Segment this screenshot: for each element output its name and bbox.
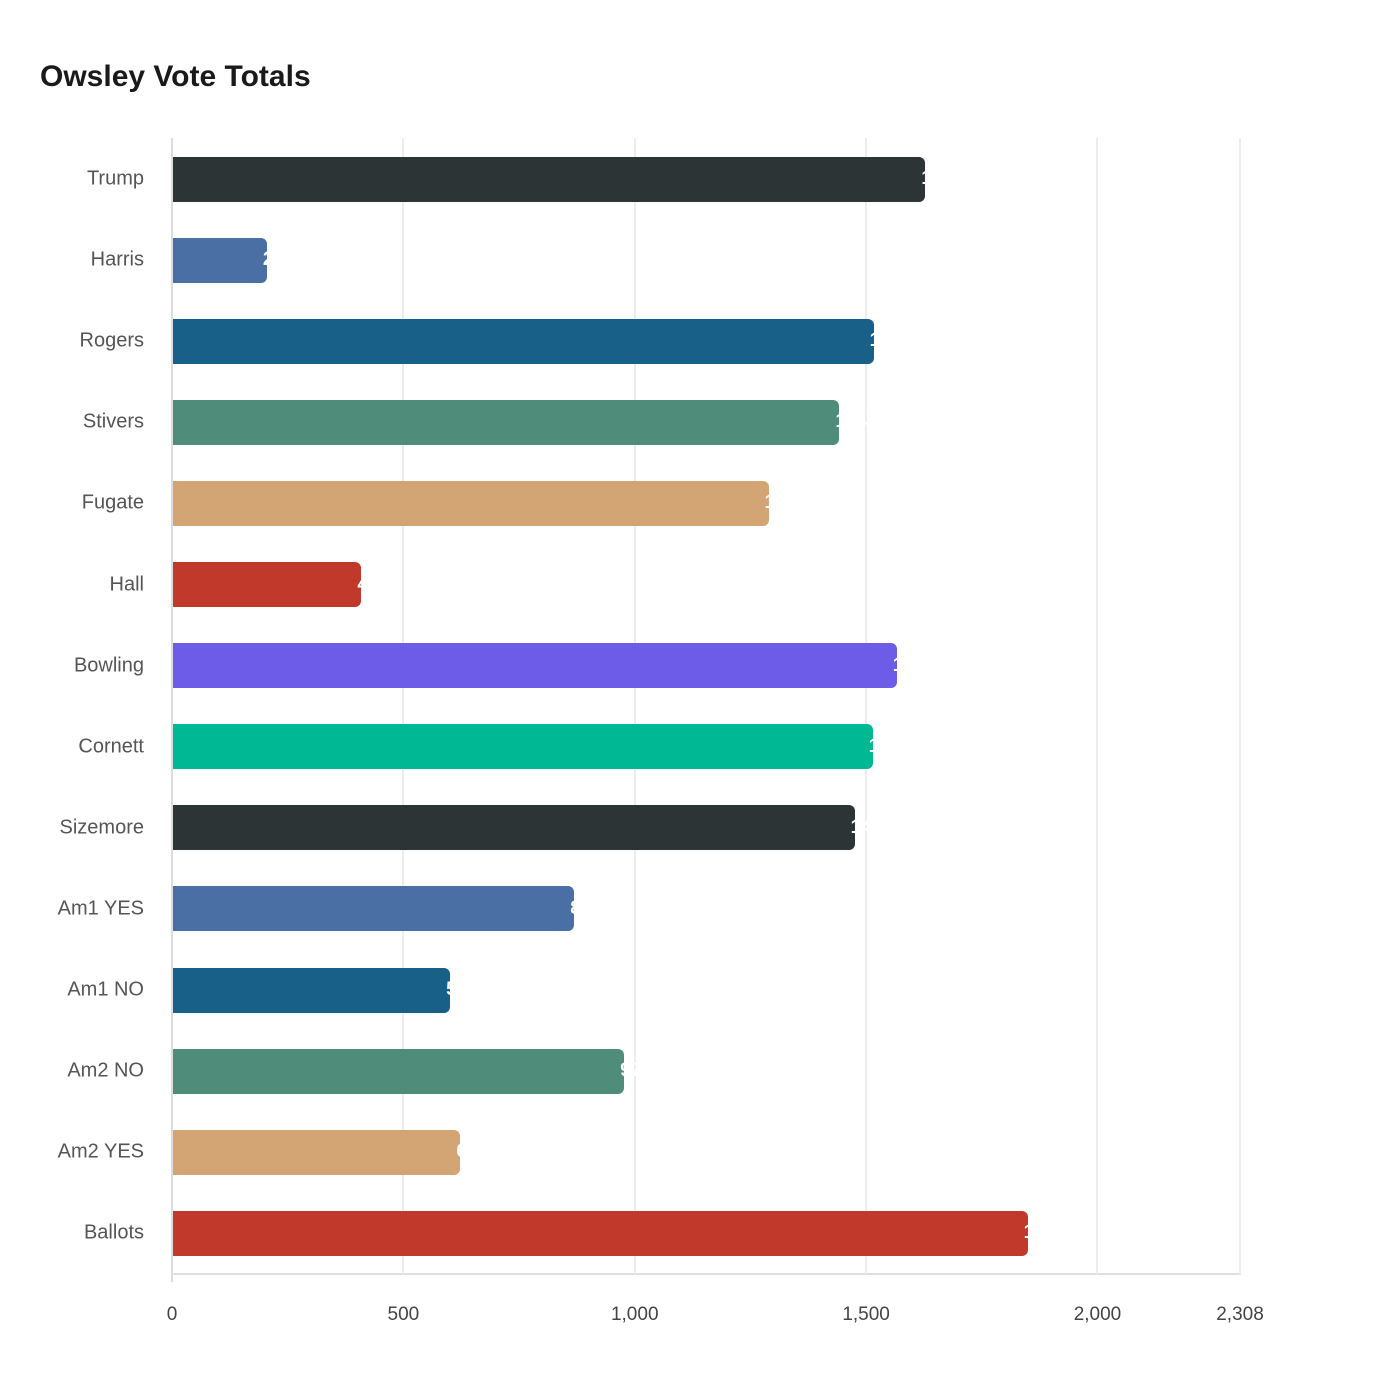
y-axis-line <box>171 138 173 1282</box>
bar-rogers[interactable] <box>173 318 874 364</box>
x-tick-label: 2,000 <box>1073 1304 1122 1325</box>
bar-ballots[interactable] <box>173 1210 1028 1256</box>
x-tick-label: 1,000 <box>610 1304 659 1325</box>
category-label: Am1 NO <box>67 978 144 1001</box>
category-label: Cornett <box>78 735 144 758</box>
gridline <box>402 138 405 1274</box>
bar-am2-yes[interactable] <box>173 1129 461 1175</box>
category-label: Fugate <box>81 491 144 514</box>
bar-value-label: 407 <box>357 573 390 595</box>
x-tick-label: 500 <box>387 1304 420 1325</box>
x-axis-line <box>172 1273 1241 1275</box>
x-tick-label: 1,500 <box>842 1304 890 1325</box>
bar-value-label: 1440 <box>835 411 878 433</box>
gridline <box>633 138 636 1274</box>
bar-am1-no[interactable] <box>173 967 451 1013</box>
gridline <box>1096 138 1099 1274</box>
chart-title: Owsley Vote Totals <box>40 60 311 93</box>
bar-trump[interactable] <box>173 156 926 202</box>
gridline <box>1239 138 1241 1274</box>
bar-sizemore[interactable] <box>173 805 855 851</box>
bar-value-label: 599 <box>446 979 478 1000</box>
category-label: Am2 YES <box>57 1140 144 1163</box>
bar-value-label: 1287 <box>764 492 807 514</box>
bar-fugate[interactable] <box>173 480 769 526</box>
category-label: Stivers <box>82 410 144 433</box>
bar-am1-yes[interactable] <box>173 886 575 932</box>
category-label: Sizemore <box>59 816 144 839</box>
bar-cornett[interactable] <box>173 724 873 770</box>
bar-value-label: 1847 <box>1023 1222 1066 1244</box>
bar-am2-no[interactable] <box>173 1048 625 1094</box>
bar-value-label: 975 <box>620 1060 652 1082</box>
category-label: Am2 NO <box>67 1059 144 1082</box>
bar-harris[interactable] <box>173 237 267 283</box>
bar-bowling[interactable] <box>173 643 897 689</box>
bar-value-label: 203 <box>262 249 295 271</box>
bar-value-label: 1626 <box>921 168 964 189</box>
bar-value-label: 1514 <box>869 330 912 352</box>
category-label: Rogers <box>79 329 144 352</box>
bar-value-label: 1512 <box>868 735 911 757</box>
bar-value-label: 867 <box>570 897 602 919</box>
category-label: Bowling <box>73 654 144 677</box>
category-label: Am1 YES <box>57 897 144 920</box>
bar-stivers[interactable] <box>173 399 840 445</box>
x-tick-label: 0 <box>166 1304 178 1325</box>
category-label: Trump <box>86 167 144 190</box>
bar-value-label: 1564 <box>892 654 935 676</box>
category-label: Ballots <box>83 1221 144 1244</box>
bar-value-label: 1473 <box>850 816 893 838</box>
x-tick-label: 2,308 <box>1216 1304 1264 1325</box>
category-label: Hall <box>109 573 144 595</box>
category-label: Harris <box>90 248 144 271</box>
bar-value-label: 621 <box>456 1141 489 1163</box>
bar-hall[interactable] <box>173 562 362 607</box>
gridline <box>865 138 868 1274</box>
